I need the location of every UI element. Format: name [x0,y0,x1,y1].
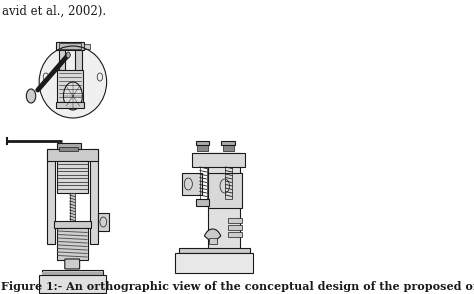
Bar [208,173,242,208]
Bar [192,153,245,167]
Bar [57,161,89,193]
Ellipse shape [39,46,107,118]
Bar [228,225,242,230]
Bar [175,253,253,273]
Bar [200,167,207,199]
Bar [226,167,232,199]
Bar [59,42,65,107]
Bar [208,153,240,263]
Bar [70,193,75,221]
Bar [209,238,217,244]
Bar [196,141,209,145]
Bar [47,149,98,161]
Bar [54,221,91,228]
Bar [56,42,84,50]
Bar [90,149,98,244]
Bar [228,232,242,237]
Bar [221,141,235,145]
Text: Figure 1:- An orthographic view of the conceptual design of the proposed orange : Figure 1:- An orthographic view of the c… [1,281,474,292]
Bar [75,42,82,107]
Bar [179,248,250,253]
Bar [228,218,242,223]
Circle shape [66,52,70,58]
Bar [39,275,106,293]
Bar [98,213,109,231]
Bar [47,149,55,244]
Bar [197,143,208,151]
Bar [196,199,209,206]
Bar [56,102,84,108]
Circle shape [64,82,82,110]
Bar [57,143,81,149]
Bar [59,147,78,151]
Bar [57,70,83,102]
Circle shape [27,89,36,103]
Wedge shape [204,229,221,243]
FancyBboxPatch shape [65,259,80,269]
Bar [182,173,202,195]
Bar [223,143,234,151]
Bar [57,228,89,260]
Bar [42,272,103,275]
Text: avid et al., 2002).: avid et al., 2002). [2,5,106,18]
Bar [59,43,81,49]
Bar [42,270,103,275]
Bar [84,44,91,49]
